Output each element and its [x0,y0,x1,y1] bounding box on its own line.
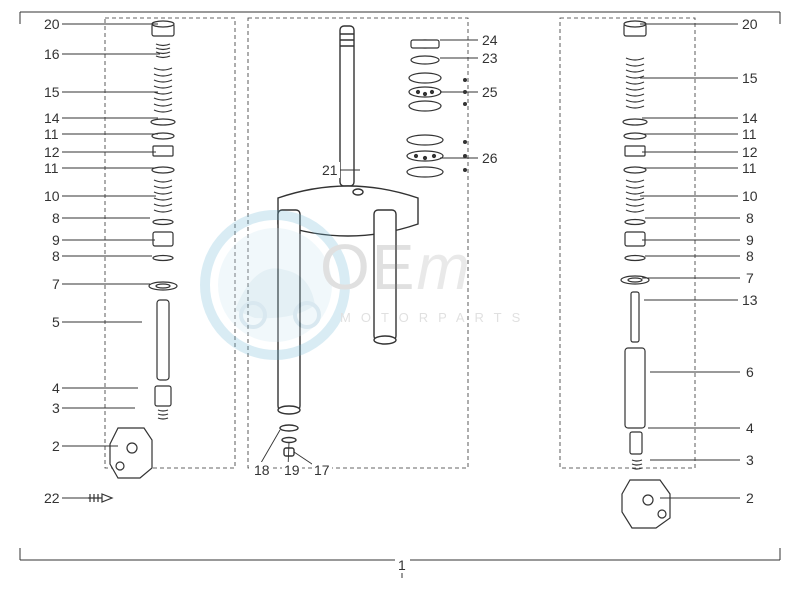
callout-9: 9 [50,232,62,248]
callout-8: 8 [744,210,756,226]
callout-3: 3 [744,452,756,468]
parts-diagram: OEm MOTORPARTS 2016151411121110898754322… [0,0,800,600]
callout-8: 8 [744,248,756,264]
callout-4: 4 [50,380,62,396]
callout-7: 7 [744,270,756,286]
callout-15: 15 [740,70,760,86]
callout-18: 18 [252,462,272,478]
callout-25: 25 [480,84,500,100]
callout-24: 24 [480,32,500,48]
callout-2: 2 [50,438,62,454]
callout-11: 11 [42,126,61,142]
callout-19: 19 [282,462,302,478]
callout-3: 3 [50,400,62,416]
callout-17: 17 [312,462,332,478]
callout-11: 11 [740,126,759,142]
callout-20: 20 [740,16,760,32]
callout-2: 2 [744,490,756,506]
callout-11: 11 [740,160,759,176]
callout-23: 23 [480,50,500,66]
callout-6: 6 [744,364,756,380]
callout-15: 15 [42,84,62,100]
diagram-svg [0,0,800,600]
callout-14: 14 [740,110,760,126]
callout-20: 20 [42,16,62,32]
callout-1: 1 [396,557,408,573]
callout-14: 14 [42,110,62,126]
callout-9: 9 [744,232,756,248]
callout-12: 12 [42,144,62,160]
callout-8: 8 [50,210,62,226]
callout-5: 5 [50,314,62,330]
callout-11: 11 [42,160,61,176]
callout-16: 16 [42,46,62,62]
callout-10: 10 [740,188,760,204]
callout-10: 10 [42,188,62,204]
callout-12: 12 [740,144,760,160]
callout-4: 4 [744,420,756,436]
callout-8: 8 [50,248,62,264]
callout-26: 26 [480,150,500,166]
callout-21: 21 [320,162,340,178]
callout-7: 7 [50,276,62,292]
callout-22: 22 [42,490,62,506]
callout-13: 13 [740,292,760,308]
